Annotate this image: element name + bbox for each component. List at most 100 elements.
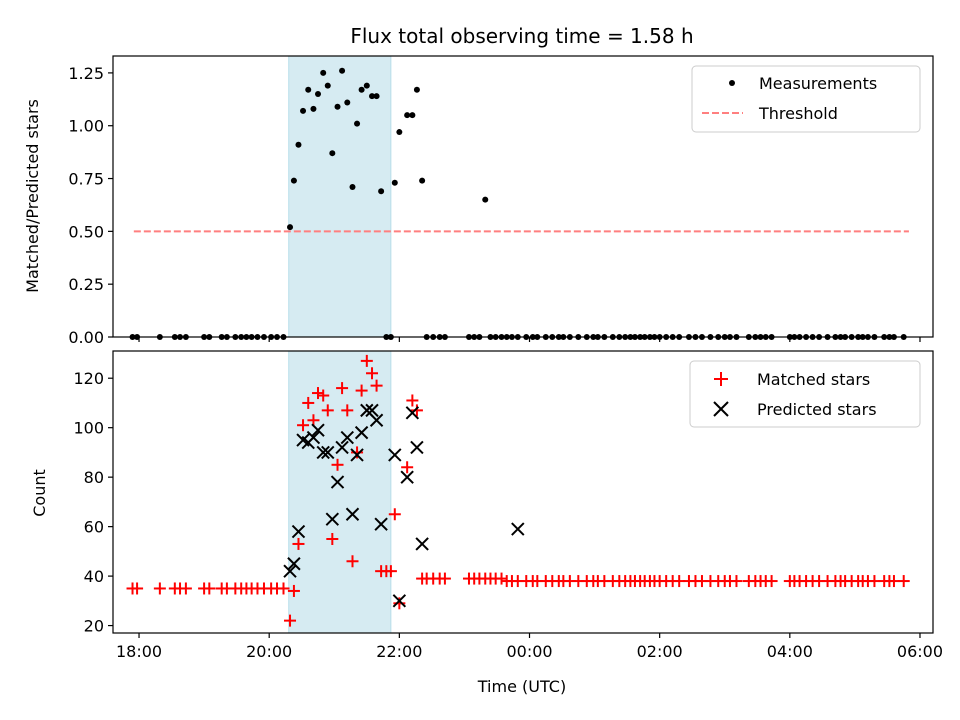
measurements-point	[378, 188, 385, 195]
matched-stars-point	[438, 572, 451, 585]
top-legend: Measurements Threshold	[691, 65, 921, 133]
predicted-stars-point	[374, 517, 388, 531]
legend-measurements-marker	[729, 80, 735, 86]
measurements-point	[290, 177, 297, 184]
predicted-stars-point	[369, 413, 384, 427]
predicted-stars-point	[330, 475, 345, 489]
measurements-point	[396, 129, 403, 136]
y-tick-label: 80	[84, 468, 104, 487]
measurements-point	[329, 150, 336, 157]
measurements-point	[363, 82, 370, 89]
top-highlight-span-layer	[288, 55, 392, 338]
top-axes-frame	[112, 55, 934, 338]
bottom-y-axis-label: Count	[30, 469, 49, 517]
predicted-stars-point	[365, 403, 379, 418]
matched-stars-point	[317, 389, 330, 402]
measurements-point	[324, 82, 331, 89]
matched-stars-point	[297, 419, 310, 432]
measurements-point	[413, 86, 420, 93]
matched-stars-point	[351, 446, 364, 459]
predicted-stars-point	[405, 406, 420, 420]
predicted-stars-point	[291, 524, 306, 539]
measurements-point	[391, 179, 398, 186]
x-tick-label: 02:00	[637, 642, 683, 661]
matched-stars-point	[321, 404, 334, 417]
matched-stars-point	[331, 458, 344, 471]
legend-matched-marker	[714, 372, 728, 386]
matched-stars-point	[765, 575, 778, 588]
matched-stars-point	[341, 404, 354, 417]
x-axis-label: Time (UTC)	[477, 677, 566, 696]
matched-stars-point	[370, 379, 383, 392]
matched-stars-point	[312, 387, 324, 400]
matched-stars-point	[388, 508, 401, 521]
matched-stars-point	[897, 575, 910, 588]
matched-stars-point	[366, 367, 379, 380]
predicted-stars-point	[354, 425, 369, 440]
legend-predicted-marker	[713, 401, 729, 417]
measurements-point	[315, 91, 321, 98]
legend-threshold-label: Threshold	[758, 104, 838, 123]
matched-stars-point	[406, 394, 419, 407]
measurements-point	[369, 93, 376, 100]
predicted-stars-point	[511, 522, 525, 536]
legend-measurements-label: Measurements	[759, 74, 877, 93]
matched-stars-point	[131, 582, 144, 595]
matched-stars-point	[153, 582, 166, 595]
matched-stars-point	[393, 597, 406, 610]
predicted-stars-point	[392, 594, 407, 608]
matched-stars-point	[284, 614, 297, 627]
predicted-stars-point	[316, 445, 330, 460]
bottom-y-ticks: 20 40 60 80 100 120	[73, 369, 113, 636]
measurements-point	[354, 120, 361, 127]
top-x-ticks	[138, 337, 921, 342]
matched-stars-point	[360, 354, 373, 367]
matched-stars-point	[730, 575, 743, 588]
chart-title: Flux total observing time = 1.58 h	[350, 24, 693, 48]
measurements-point	[339, 67, 346, 74]
highlight-span	[288, 55, 392, 338]
measurements-point	[300, 107, 307, 114]
measurements-point	[344, 99, 351, 106]
x-tick-label: 06:00	[897, 642, 943, 661]
matched-stars-point	[277, 582, 290, 595]
legend-predicted-label: Predicted stars	[757, 400, 877, 419]
x-tick-label: 22:00	[376, 642, 422, 661]
bottom-legend: Matched stars Predicted stars	[689, 360, 921, 428]
measurements-point	[320, 69, 327, 76]
y-tick-label: 20	[84, 617, 104, 636]
predicted-stars-point	[287, 557, 301, 571]
bottom-panel: 20 40 60 80 100 120 18:00 20:00 22:00 00:00 02:00…	[30, 350, 943, 696]
predicted-stars-point	[400, 470, 414, 484]
measurements-point	[358, 86, 365, 93]
bottom-highlight-span-layer	[288, 350, 392, 634]
y-tick-label: 1.25	[68, 64, 104, 83]
bottom-x-ticks: 18:00 20:00 22:00 00:00 02:00 04:00 06:00	[116, 633, 943, 661]
measurements-point	[287, 224, 294, 231]
x-tick-label: 04:00	[767, 642, 813, 661]
matched-stars-point	[292, 537, 305, 550]
predicted-stars-point	[311, 423, 325, 437]
predicted-stars-point	[340, 430, 354, 445]
matched-stars-point	[410, 404, 423, 417]
y-tick-label: 60	[84, 518, 104, 537]
top-y-ticks: 0.00 0.25 0.50 0.75 1.00 1.25	[68, 64, 113, 347]
x-tick-label: 00:00	[506, 642, 552, 661]
predicted-stars-point	[321, 445, 335, 460]
predicted-stars-point	[410, 440, 424, 455]
measurements-point	[373, 93, 380, 100]
predicted-stars-point	[388, 448, 402, 462]
y-tick-label: 0.50	[68, 222, 104, 241]
measurements-point	[404, 112, 411, 119]
bottom-axes-frame	[112, 350, 934, 634]
matched-stars-point	[346, 555, 359, 568]
predicted-stars-point	[283, 564, 297, 578]
y-tick-label: 0.00	[68, 328, 104, 347]
matched-stars-point	[384, 565, 397, 578]
predicted-stars-point	[415, 537, 429, 551]
predicted-stars-point	[335, 440, 349, 455]
matched-stars-point	[326, 533, 339, 545]
measurements-point	[334, 103, 341, 110]
top-legend-box	[691, 65, 921, 133]
